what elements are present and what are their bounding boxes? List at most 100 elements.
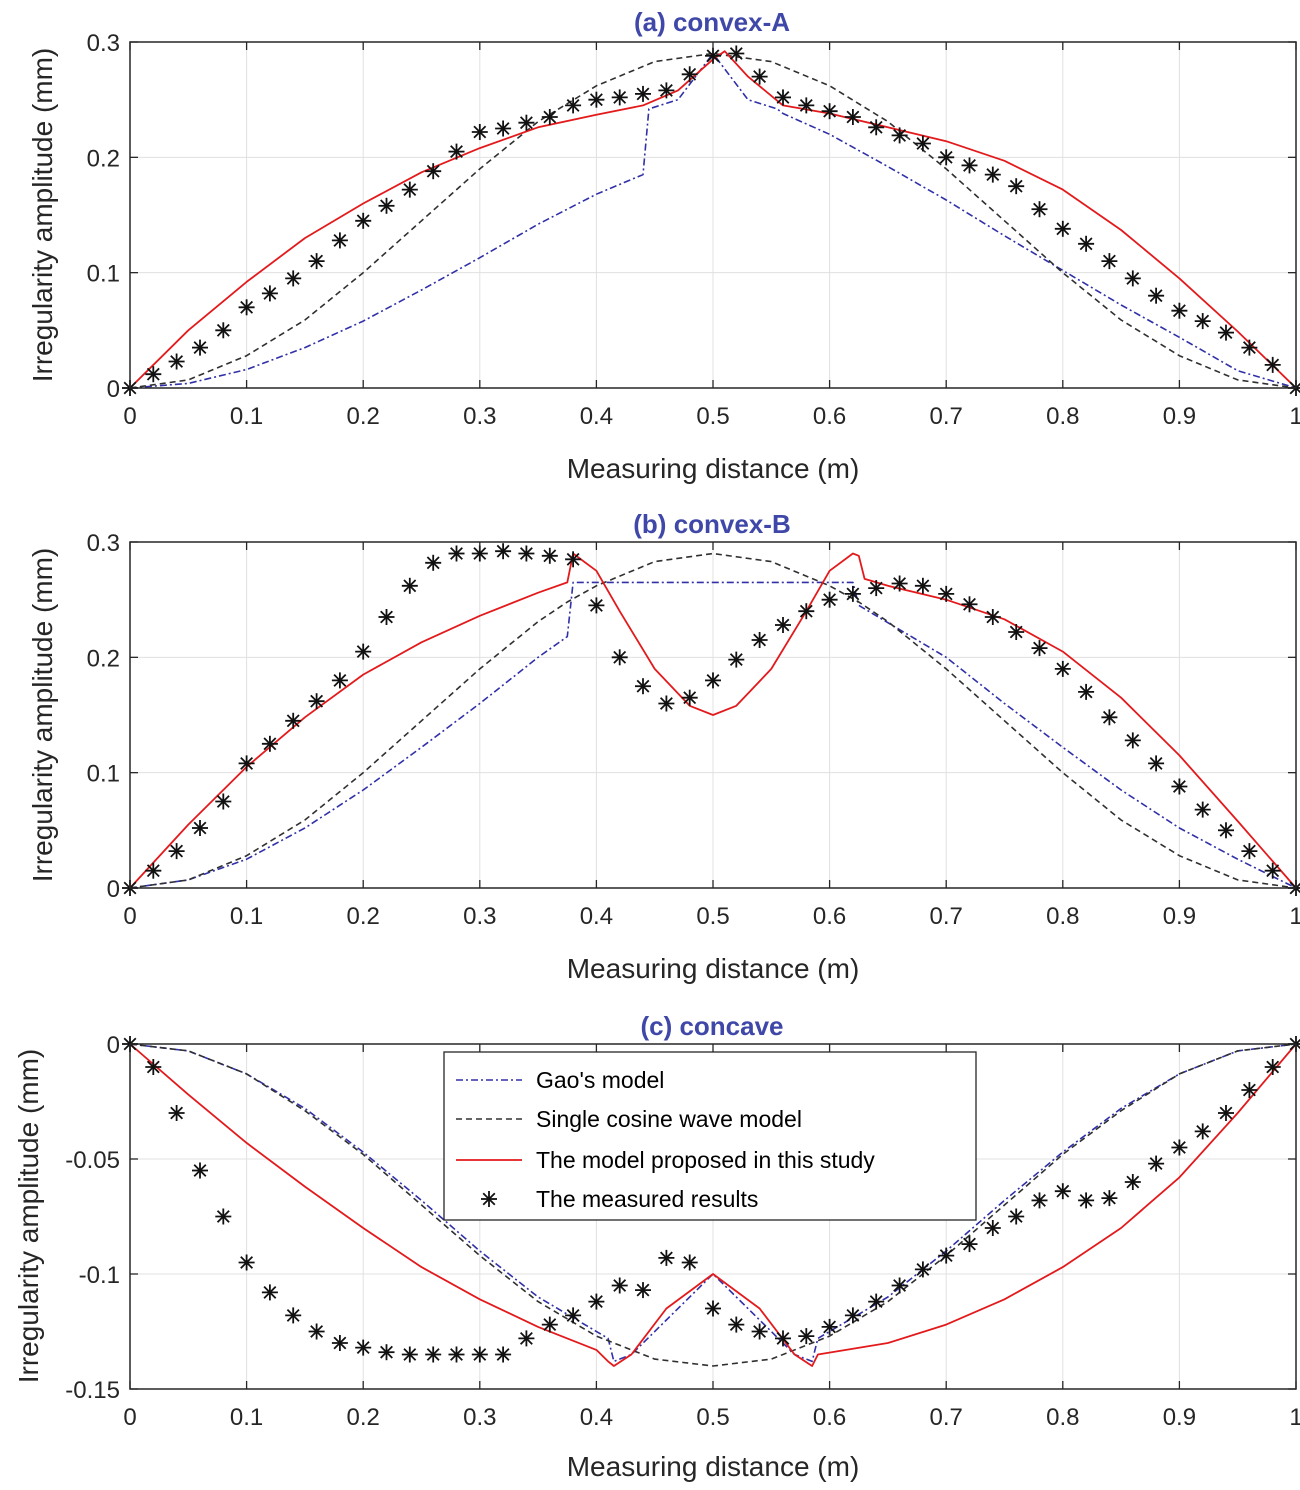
data-point-measured	[984, 1220, 1001, 1236]
data-point-measured	[192, 339, 208, 356]
data-point-measured	[705, 1300, 721, 1317]
x-tick-label: 0.4	[580, 403, 613, 430]
series-line-cosine	[129, 52, 1297, 389]
data-point-measured	[1194, 1123, 1211, 1140]
data-point-measured	[705, 47, 721, 64]
data-point-measured	[1031, 201, 1048, 218]
series-measured	[122, 45, 1300, 396]
data-point-measured	[1101, 1190, 1118, 1207]
legend-swatch-measured	[481, 1191, 497, 1207]
data-point-measured	[868, 1293, 885, 1310]
x-axis-label: Measuring distance (m)	[567, 1451, 860, 1482]
data-point-measured	[1101, 253, 1118, 270]
data-point-measured	[1078, 235, 1095, 252]
data-point-measured	[1241, 843, 1258, 860]
x-tick-label: 0.7	[930, 403, 963, 430]
grid	[130, 42, 1296, 388]
x-tick-label: 0.5	[696, 403, 729, 430]
data-point-measured	[658, 695, 675, 712]
data-point-measured	[705, 672, 721, 689]
data-point-measured	[518, 114, 535, 131]
data-point-measured	[1218, 1105, 1234, 1121]
data-point-measured	[1194, 801, 1211, 818]
y-tick-label: -0.15	[65, 1377, 120, 1404]
data-point-measured	[1031, 1192, 1048, 1209]
data-point-measured	[1008, 178, 1025, 195]
data-point-measured	[1054, 660, 1071, 677]
legend-entry-cosine: Single cosine wave model	[456, 1106, 802, 1132]
data-point-measured	[285, 270, 302, 287]
x-tick-label: 1	[1289, 1404, 1300, 1431]
data-point-measured	[565, 97, 582, 114]
data-point-measured	[635, 85, 651, 102]
data-point-measured	[192, 1162, 208, 1179]
data-point-measured	[285, 1307, 302, 1324]
data-point-measured	[1194, 313, 1211, 330]
data-point-measured	[1171, 778, 1188, 795]
series-line-cosine	[129, 1043, 1297, 1367]
legend-box	[443, 1051, 977, 1221]
data-point-measured	[775, 617, 791, 633]
data-point-measured	[471, 124, 488, 140]
legend-entry-measured: The measured results	[481, 1186, 758, 1212]
data-point-measured	[238, 1254, 255, 1271]
data-point-measured	[751, 1323, 768, 1340]
data-point-measured	[1008, 624, 1025, 640]
data-point-measured	[261, 735, 278, 752]
x-tick-label: 0.2	[347, 903, 380, 930]
data-point-measured	[1171, 1139, 1188, 1156]
data-point-measured	[1264, 356, 1281, 373]
data-point-measured	[145, 1059, 162, 1075]
data-point-measured	[238, 299, 255, 316]
series-layer	[122, 543, 1300, 896]
data-point-measured	[961, 157, 978, 174]
x-tick-label: 0.8	[1046, 903, 1079, 930]
x-tick-label: 0.9	[1163, 403, 1196, 430]
data-point-measured	[401, 1346, 418, 1363]
x-tick-label: 0.2	[347, 1404, 380, 1431]
y-tick-label: -0.1	[79, 1262, 120, 1289]
data-point-measured	[891, 1277, 908, 1294]
x-tick-label: 0.5	[696, 1404, 729, 1431]
data-point-measured	[868, 580, 885, 597]
data-point-measured	[798, 97, 815, 114]
data-point-measured	[1148, 755, 1165, 772]
data-point-measured	[1101, 709, 1118, 726]
data-point-measured	[868, 119, 885, 136]
ticks: 0 0.1 0.2 0.3 0.4 0.5 0.6 0.7 0.8 0.9 1 0 0.1 0.2 0.3	[87, 30, 1300, 430]
data-point-measured	[495, 543, 512, 560]
data-point-measured	[1078, 683, 1095, 700]
data-point-measured	[145, 366, 162, 383]
data-point-measured	[425, 1346, 442, 1363]
data-point-measured	[798, 1328, 815, 1345]
data-point-measured	[215, 322, 232, 339]
data-point-measured	[168, 1105, 185, 1121]
x-tick-label: 0.2	[347, 403, 380, 430]
y-tick-label: 0	[107, 376, 120, 403]
data-point-measured	[681, 66, 698, 83]
data-point-measured	[471, 1346, 488, 1363]
data-point-measured	[1218, 822, 1234, 839]
data-point-measured	[775, 89, 791, 106]
legend-label-gao: Gao's model	[536, 1067, 664, 1093]
x-tick-label: 0.5	[696, 903, 729, 930]
data-point-measured	[308, 1323, 325, 1340]
data-point-measured	[1264, 862, 1281, 879]
data-point-measured	[448, 143, 465, 160]
ticks: 0 0.1 0.2 0.3 0.4 0.5 0.6 0.7 0.8 0.9 1 -0.15 -0.1 -0…	[65, 1032, 1300, 1431]
data-point-measured	[821, 1318, 838, 1335]
data-point-measured	[331, 232, 348, 249]
data-point-measured	[495, 120, 512, 137]
data-point-measured	[355, 1339, 372, 1356]
data-point-measured	[1124, 1174, 1141, 1190]
panel-title: (a) convex-A	[634, 7, 790, 37]
series-measured	[122, 1036, 1300, 1363]
data-point-measured	[1078, 1192, 1095, 1209]
data-point-measured	[1054, 1183, 1071, 1200]
data-point-measured	[565, 551, 582, 568]
data-point-measured	[1148, 287, 1165, 304]
x-tick-label: 0.4	[580, 903, 613, 930]
data-point-measured	[681, 689, 698, 706]
data-point-measured	[938, 1247, 955, 1264]
data-point-measured	[308, 693, 325, 710]
